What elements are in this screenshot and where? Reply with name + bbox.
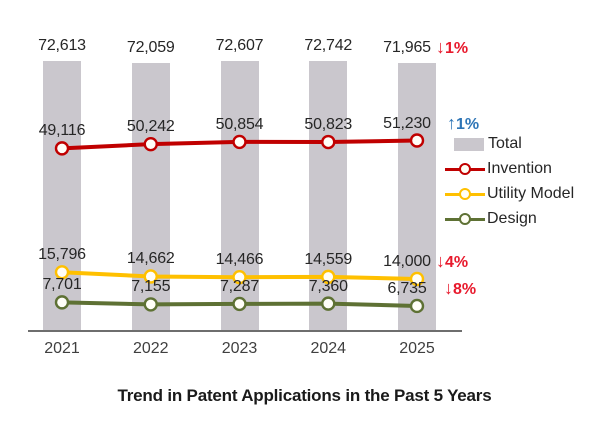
value-label: 50,823 [304,116,353,134]
legend-line-swatch [445,213,485,226]
legend-item: Utility Model [445,185,574,203]
year-label: 2025 [399,340,435,357]
down-arrow-icon: ↓ [444,277,453,298]
change-badge: ↓8% [444,277,477,299]
value-label: 7,287 [219,277,260,295]
legend-item: Design [445,210,574,228]
legend-line-swatch [445,188,485,201]
legend-marker-icon [459,213,471,225]
total-bar [131,63,170,331]
legend-marker-icon [459,188,471,200]
change-badge: ↓1% [436,37,469,58]
value-label: 14,662 [126,250,175,268]
total-value-label: 72,607 [215,37,264,55]
legend-label: Design [487,210,537,227]
total-value-label: 71,965 [383,39,431,57]
value-label: 14,466 [215,251,264,269]
legend-label: Invention [487,160,552,177]
change-badge: ↑1% [447,112,480,134]
down-arrow-icon: ↓ [436,250,445,271]
legend: Total Invention Utility Model Design [445,135,574,235]
up-arrow-icon: ↑ [447,112,456,133]
value-label: 7,360 [308,277,348,295]
total-value-label: 72,742 [304,36,353,54]
value-label: 14,559 [304,250,353,268]
value-label: 6,735 [387,279,427,297]
year-label: 2022 [132,340,169,357]
total-bar [398,63,436,331]
value-label: 50,242 [126,118,175,136]
total-bar [43,61,81,331]
legend-item: Invention [445,160,574,178]
year-label: 2024 [310,340,347,357]
legend-line-swatch [445,163,485,176]
year-label: 2023 [221,340,258,357]
change-badge: ↓4% [436,250,469,272]
legend-marker-icon [459,163,471,175]
legend-label: Utility Model [487,185,575,202]
change-percent: 1% [445,40,469,58]
total-bar [309,60,348,331]
down-arrow-icon: ↓ [436,37,445,58]
total-value-label: 72,613 [38,37,86,54]
legend-item: Total [445,135,574,153]
value-label: 7,155 [131,278,171,296]
value-label: 51,230 [383,114,431,132]
change-percent: 1% [456,115,480,133]
value-label: 49,116 [38,122,86,140]
year-label: 2021 [44,340,80,357]
legend-bar-swatch [454,137,484,151]
value-label: 50,854 [215,115,264,133]
total-bar [220,61,259,331]
value-label: 15,796 [38,246,86,264]
legend-label: Total [488,135,522,152]
chart-title: Trend in Patent Applications in the Past… [117,386,492,405]
x-axis-line [28,330,462,332]
value-label: 14,000 [383,252,431,270]
change-percent: 8% [453,280,477,298]
value-label: 7,701 [42,276,82,294]
total-value-label: 72,059 [126,39,175,57]
change-percent: 4% [445,253,469,271]
